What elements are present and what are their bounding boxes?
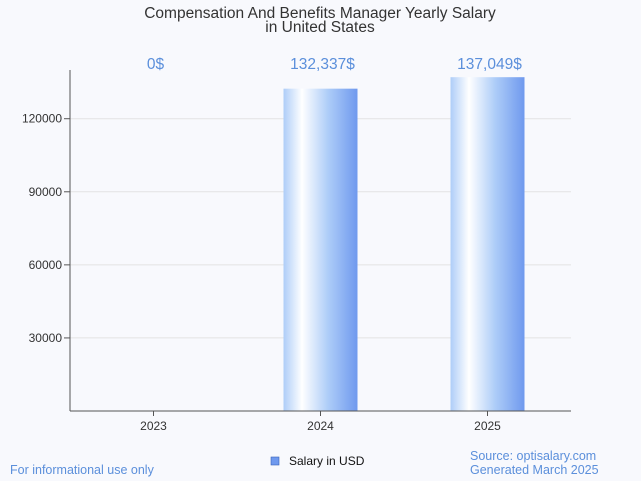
chart-title-line-1: Compensation And Benefits Manager Yearly… <box>144 5 496 22</box>
y-tick-label: 120000 <box>22 112 62 126</box>
data-label-2024: 132,337$ <box>290 56 355 73</box>
generated-date-text: Generated March 2025 <box>470 463 599 477</box>
y-tick-labels: 30000 60000 90000 120000 <box>22 112 62 345</box>
legend-swatch-icon <box>270 456 280 466</box>
y-tick-label: 60000 <box>29 258 63 272</box>
legend[interactable]: Salary in USD <box>270 454 365 468</box>
data-label-2025: 137,049$ <box>457 56 522 73</box>
disclaimer-text: For informational use only <box>10 463 155 477</box>
y-tick-label: 30000 <box>29 331 63 345</box>
x-tick-labels: 2023 2024 2025 <box>140 411 501 433</box>
bar-2025 <box>450 77 525 411</box>
bars <box>283 77 525 411</box>
legend-label: Salary in USD <box>289 454 365 468</box>
chart-title-line-2: in United States <box>265 19 375 36</box>
bar-2024 <box>283 88 358 411</box>
x-tick-label: 2024 <box>307 419 334 433</box>
data-labels: 0$ 132,337$ 137,049$ <box>147 56 522 73</box>
x-tick-label: 2025 <box>474 419 501 433</box>
source-text: Source: optisalary.com <box>470 449 596 463</box>
y-tick-label: 90000 <box>29 185 63 199</box>
data-label-2023: 0$ <box>147 56 165 73</box>
x-tick-label: 2023 <box>140 419 167 433</box>
